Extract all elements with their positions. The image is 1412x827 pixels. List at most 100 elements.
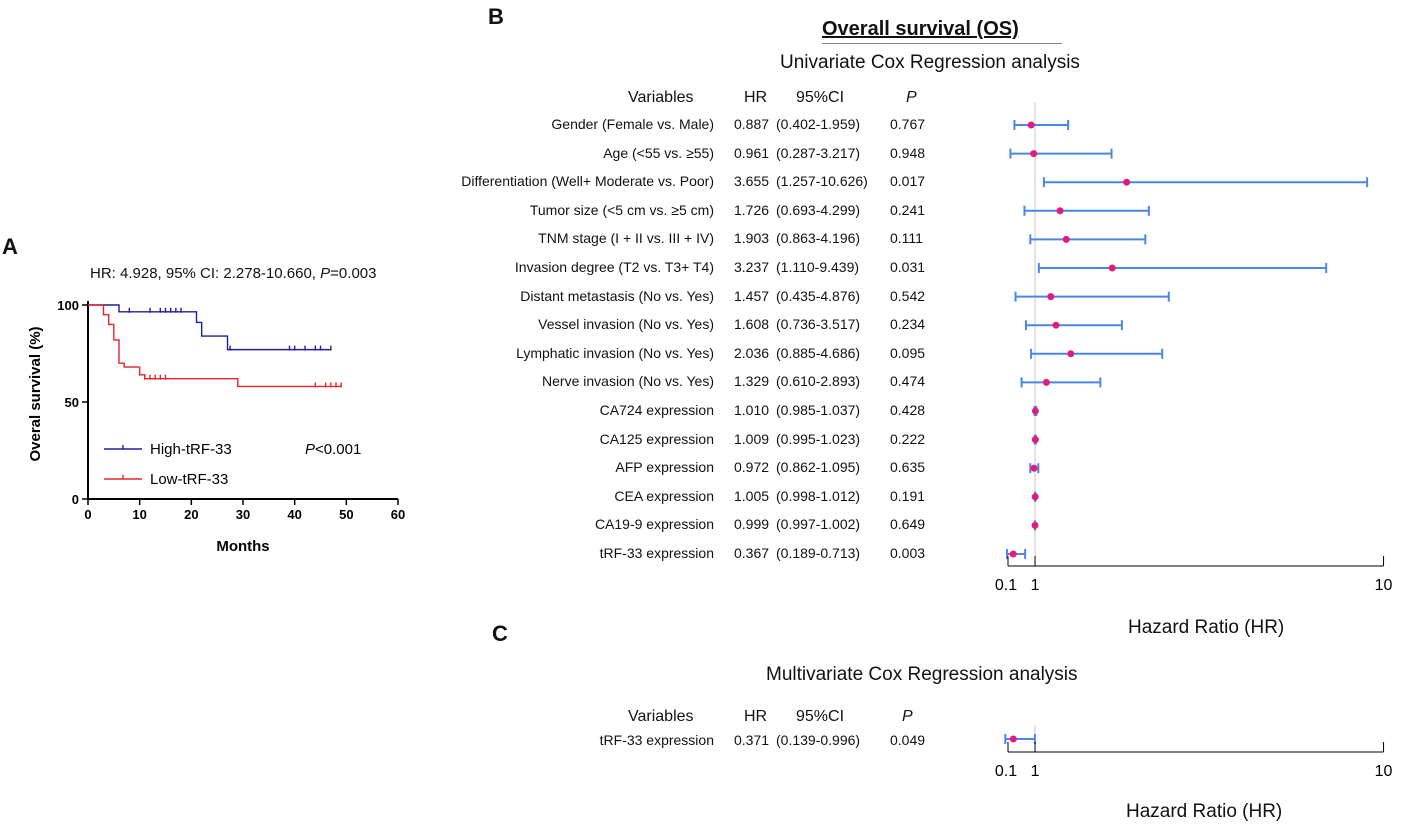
row-hr: 1.457	[734, 287, 770, 304]
row-variable: CA19-9 expression	[594, 516, 714, 533]
uni-hr-point	[1123, 178, 1131, 186]
panel-label-c: C	[492, 621, 508, 646]
km-hr-prefix: HR: 4.928, 95% CI: 2.278-10.660,	[90, 265, 321, 282]
km-y-tick-label: 0	[72, 492, 79, 507]
uni-hr-point	[1030, 150, 1038, 158]
row-p: 0.542	[890, 287, 926, 304]
row-ci: (0.863-4.196)	[776, 230, 861, 247]
row-p: 0.767	[890, 116, 926, 132]
row-p: 0.031	[890, 259, 926, 275]
km-x-tick-label: 20	[184, 507, 198, 522]
row-hr: 1.009	[734, 430, 770, 447]
multi-col-hr: HR	[744, 708, 768, 725]
multi-col-variables: Variables	[628, 708, 694, 725]
km-x-tick-label: 60	[391, 507, 405, 522]
row-variable: Age (<55 vs. ≥55)	[603, 144, 714, 161]
row-p: 0.191	[890, 487, 926, 504]
row-ci: (0.736-3.517)	[776, 316, 861, 333]
multivariate-title: Multivariate Cox Regression analysis	[766, 664, 1078, 685]
univariate-forest-plot: 0.1 1 10	[995, 102, 1393, 594]
row-p: 0.003	[890, 545, 926, 561]
row-ci: (0.997-1.002)	[776, 516, 861, 533]
row-p: 0.095	[890, 344, 926, 361]
uni-hr-point	[1031, 436, 1039, 444]
row-variable: AFP expression	[615, 459, 714, 476]
row-hr: 0.887	[734, 116, 770, 132]
row-variable: CA125 expression	[599, 430, 714, 447]
multi-col-p: P	[902, 708, 913, 725]
row-hr: 1.608	[734, 316, 770, 333]
uni-hr-point	[1047, 293, 1055, 301]
row-hr: 0.961	[734, 144, 770, 161]
km-curve-high	[88, 304, 331, 351]
row-hr: 0.371	[734, 732, 770, 748]
col-p: P	[906, 89, 917, 106]
row-variable: Vessel invasion (No vs. Yes)	[538, 316, 714, 333]
row-ci: (0.287-3.217)	[776, 144, 861, 161]
row-p: 0.428	[890, 402, 926, 418]
km-p-label: P	[305, 441, 315, 458]
row-variable: CA724 expression	[599, 402, 714, 418]
row-variable: Gender (Female vs. Male)	[551, 116, 714, 132]
title-rule	[822, 43, 1062, 44]
row-ci: (0.610-2.893)	[776, 373, 861, 390]
row-variable: CEA expression	[614, 487, 714, 504]
row-hr: 3.237	[734, 259, 770, 275]
row-ci: (0.985-1.037)	[776, 402, 861, 418]
km-x-tick-label: 30	[236, 507, 250, 522]
row-ci: (0.139-0.996)	[776, 732, 861, 748]
row-ci: (0.995-1.023)	[776, 430, 861, 447]
row-hr: 3.655	[734, 173, 770, 190]
row-p: 0.948	[890, 144, 926, 161]
panel-label-b: B	[488, 4, 504, 29]
km-hr-p-label: P	[320, 265, 331, 282]
panel-label-a: A	[2, 234, 18, 259]
km-x-tick-label: 40	[287, 507, 301, 522]
km-plot: 0 10 20 30 40 50 60 0 50 100 Months Overal survival…	[27, 298, 405, 555]
uni-x-tick-label: 1	[1031, 577, 1040, 594]
uni-hr-point	[1052, 321, 1060, 329]
univariate-axis-label: Hazard Ratio (HR)	[1128, 617, 1285, 638]
uni-hr-point	[1067, 350, 1075, 358]
km-legend-label: High-tRF-33	[150, 441, 232, 458]
col-variables: Variables	[628, 89, 694, 106]
multi-hr-point	[1009, 735, 1017, 743]
row-ci: (0.885-4.686)	[776, 344, 861, 361]
row-variable: Nerve invasion (No vs. Yes)	[542, 373, 714, 390]
row-hr: 1.005	[734, 487, 770, 504]
col-ci: 95%CI	[796, 89, 845, 106]
row-hr: 0.972	[734, 459, 770, 476]
row-p: 0.111	[890, 230, 923, 247]
row-ci: (0.998-1.012)	[776, 487, 861, 504]
row-p: 0.474	[890, 373, 926, 390]
uni-hr-point	[1056, 207, 1064, 215]
row-p: 0.234	[890, 316, 926, 333]
row-hr: 0.999	[734, 516, 770, 533]
km-p-annotation: P<0.001	[305, 441, 361, 458]
uni-hr-point	[1031, 493, 1039, 501]
uni-hr-point	[1031, 407, 1039, 415]
row-ci: (0.435-4.876)	[776, 287, 861, 304]
uni-x-tick-label: 0.1	[995, 577, 1017, 594]
row-variable: Distant metastasis (No vs. Yes)	[520, 287, 714, 304]
row-variable: tRF-33 expression	[599, 732, 714, 748]
row-variable: Invasion degree (T2 vs. T3+ T4)	[514, 259, 714, 275]
forest-title: Overall survival (OS)	[822, 18, 1019, 40]
km-hr-p-value: =0.003	[330, 265, 377, 282]
row-hr: 1.726	[734, 201, 770, 218]
row-variable: Differentiation (Well+ Moderate vs. Poor…	[461, 173, 714, 190]
km-p-value: <0.001	[315, 441, 361, 458]
uni-x-tick-label: 10	[1375, 577, 1393, 594]
col-hr: HR	[744, 89, 768, 106]
km-y-tick-label: 100	[57, 298, 79, 313]
km-x-axis-label: Months	[216, 538, 269, 555]
row-ci: (0.402-1.959)	[776, 116, 861, 132]
uni-hr-point	[1031, 521, 1039, 529]
row-variable: Tumor size (<5 cm vs. ≥5 cm)	[529, 201, 714, 218]
row-variable: TNM stage (I + II vs. III + IV)	[538, 230, 714, 247]
multivariate-axis-label: Hazard Ratio (HR)	[1126, 801, 1283, 822]
km-y-tick-label: 50	[65, 395, 79, 410]
row-hr: 0.367	[734, 545, 770, 561]
row-ci: (0.693-4.299)	[776, 201, 861, 218]
km-legend-label: Low-tRF-33	[150, 471, 228, 488]
